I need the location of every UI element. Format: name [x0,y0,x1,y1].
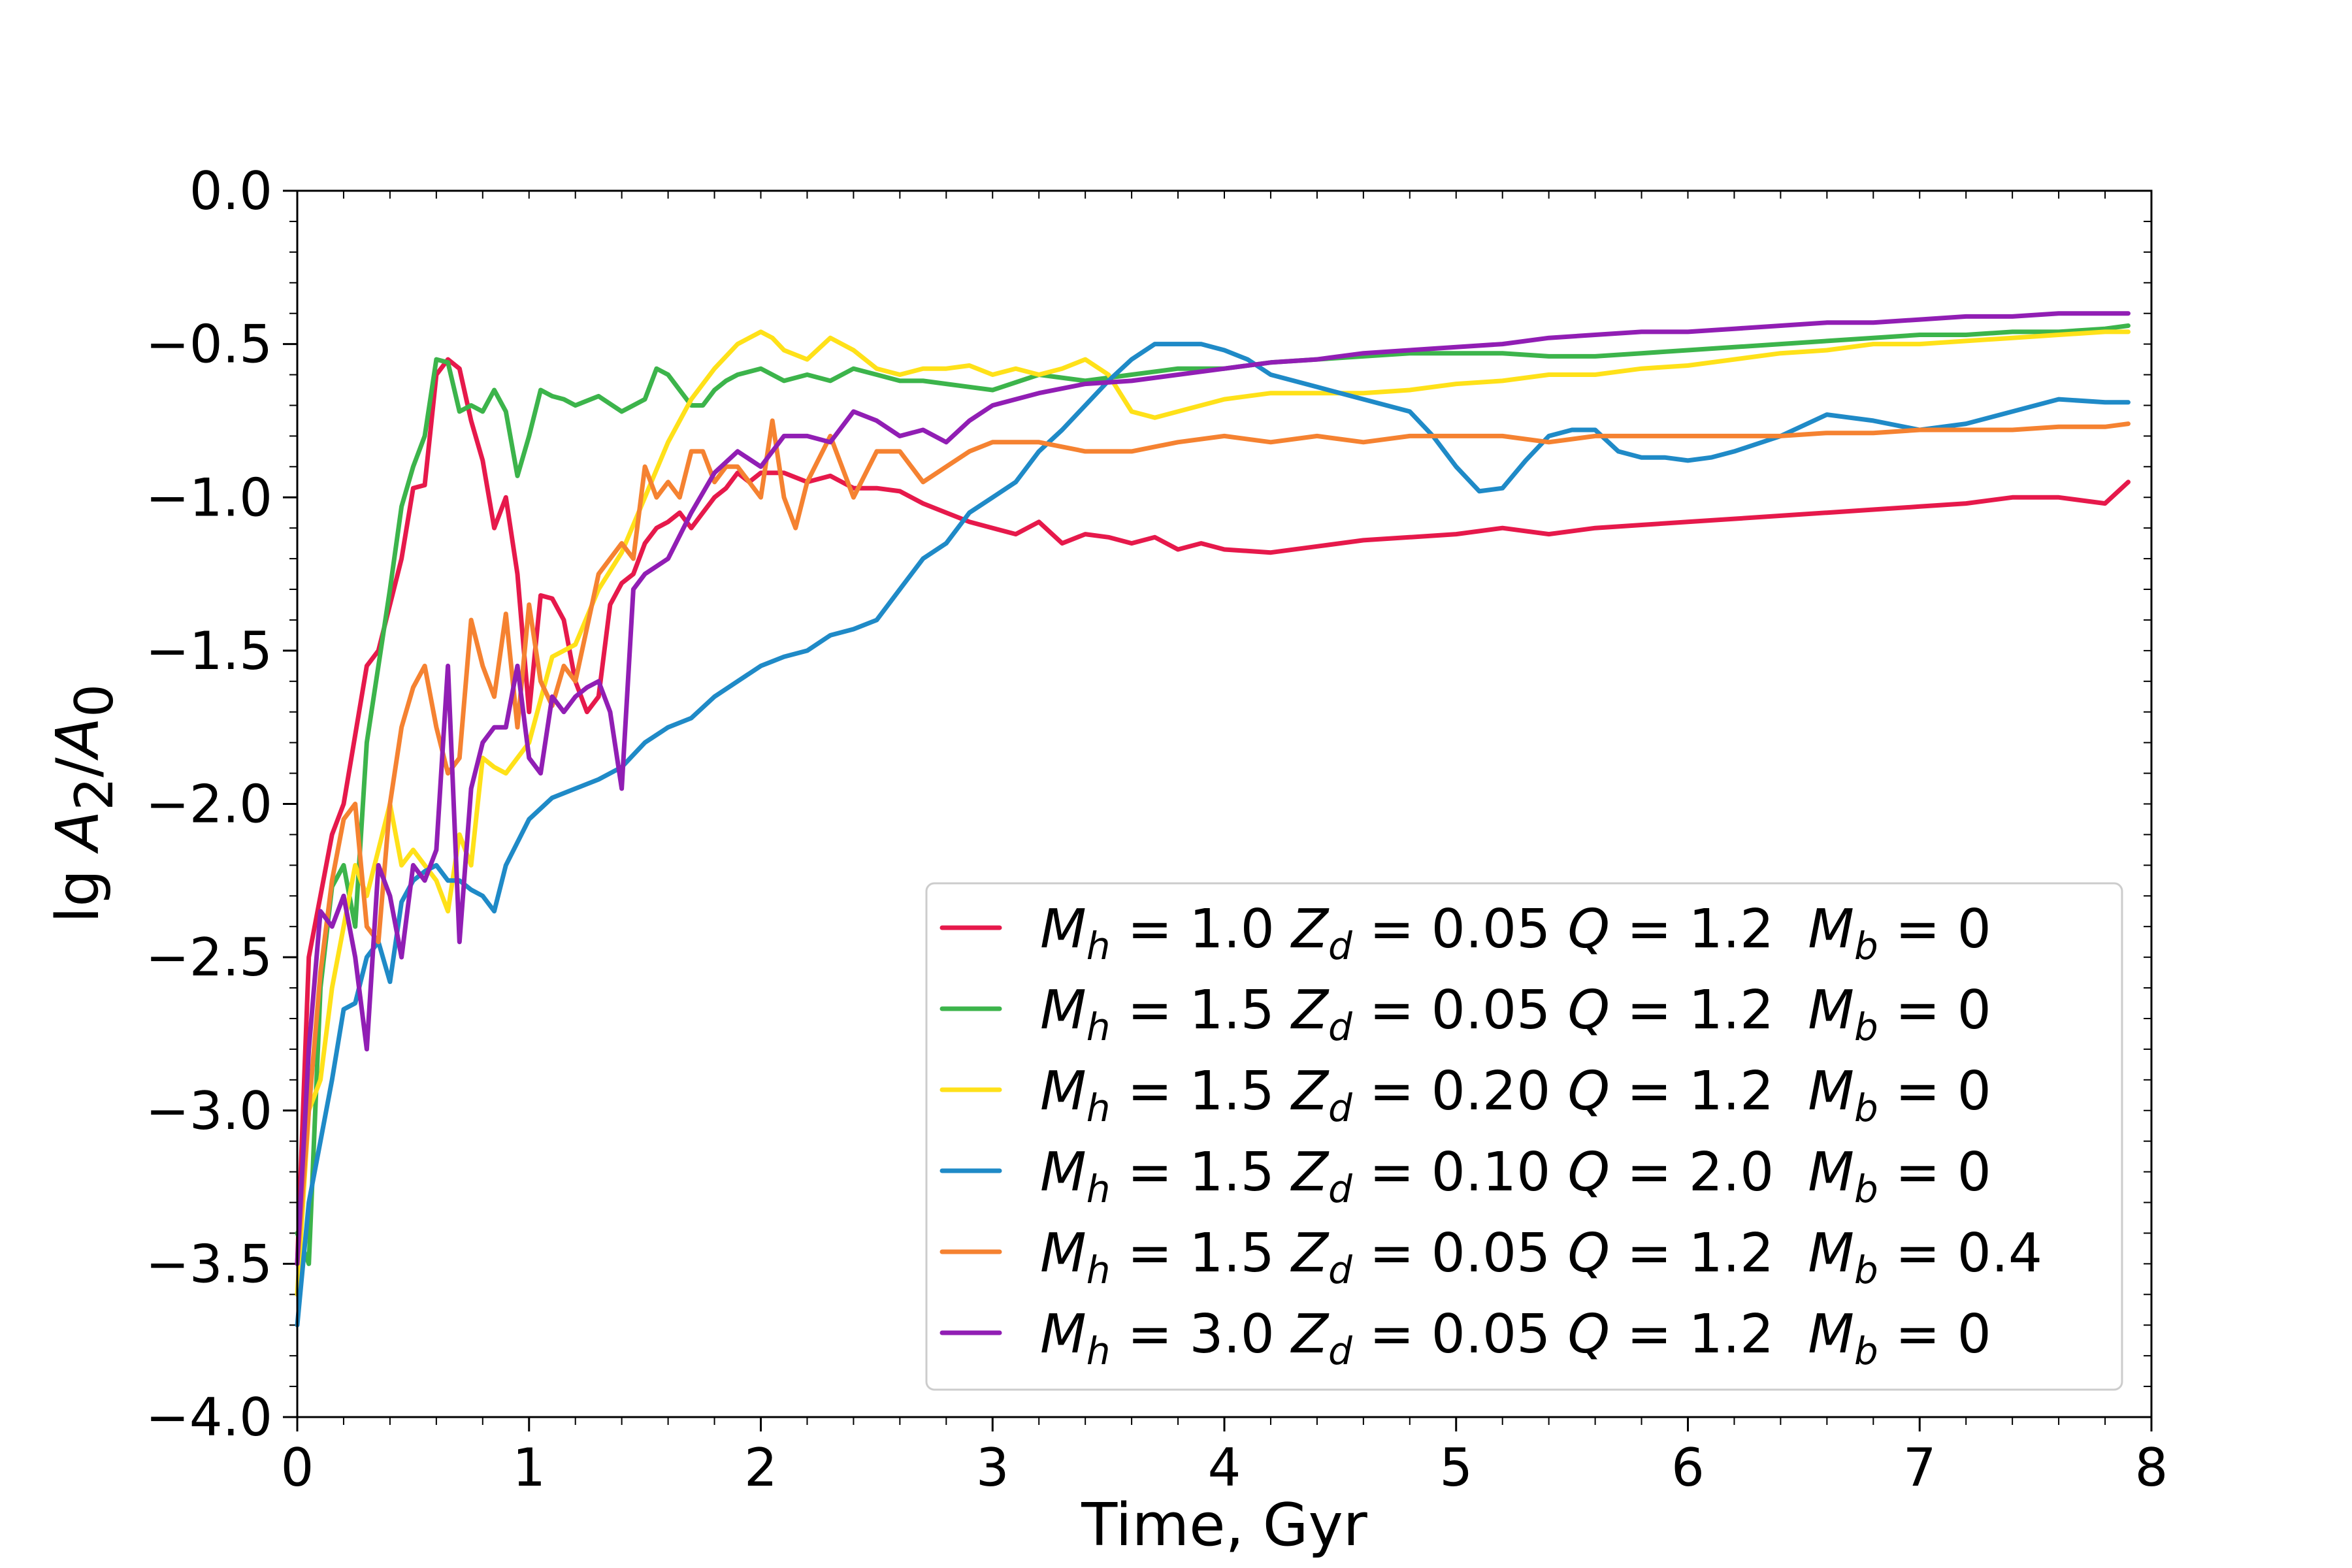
y-tick-label: −3.0 [146,1081,272,1141]
plot-frame [296,189,2153,1418]
x-tick-label: 3 [976,1437,1009,1498]
legend-label: Mh = 1.5 Zd = 0.20 Q = 1.2 Mb = 0 [1040,1060,1991,1130]
series-line-6 [295,311,2131,1266]
series-line-2 [295,323,2131,1266]
series-group [295,311,2131,1328]
y-tick-label: −2.5 [146,927,272,988]
legend-entry: Mh = 1.5 Zd = 0.20 Q = 1.2 Mb = 0 [939,1060,1991,1130]
legend-label: Mh = 1.0 Zd = 0.05 Q = 1.2 Mb = 0 [1040,898,1991,968]
y-axis-label-a: A [44,811,112,855]
series-line-4 [295,342,2131,1328]
y-tick-label: −1.0 [146,467,272,528]
y-axis-label: lg A2/A0 [44,684,125,923]
legend: Mh = 1.0 Zd = 0.05 Q = 1.2 Mb = 0 Mh = 1.… [925,882,2123,1391]
svg-text:lg A2/A0: lg A2/A0 [44,684,125,923]
x-tick-label: 1 [512,1437,546,1498]
y-tick-label: −1.5 [146,621,272,681]
legend-label: Mh = 1.5 Zd = 0.10 Q = 2.0 Mb = 0 [1040,1141,1991,1211]
legend-entry: Mh = 1.5 Zd = 0.05 Q = 1.2 Mb = 0.4 [939,1222,2042,1292]
series-line-3 [295,329,2131,1297]
tick-labels: 0 1 2 3 4 5 6 7 8 0.0 −0.5 −1.0 −1.5 −2.0 −2.5 −3.0 −3.5… [146,161,2168,1498]
major-ticks [283,189,2153,1431]
series-line-5 [295,418,2131,1266]
y-tick-label: −3.5 [146,1233,272,1294]
x-tick-label: 5 [1439,1437,1473,1498]
y-axis-label-slash: / [44,757,112,777]
y-tick-label: 0.0 [189,161,272,221]
y-axis-label-sub0: 0 [64,684,125,717]
legend-entry: Mh = 1.5 Zd = 0.05 Q = 1.2 Mb = 0 [939,979,1991,1049]
legend-entry: Mh = 1.0 Zd = 0.05 Q = 1.2 Mb = 0 [939,898,1991,968]
y-tick-label: −4.0 [146,1387,272,1448]
x-tick-label: 8 [2135,1437,2168,1498]
minor-ticks [289,190,2152,1425]
legend-label: Mh = 1.5 Zd = 0.05 Q = 1.2 Mb = 0 [1040,979,1991,1049]
legend-entries: Mh = 1.0 Zd = 0.05 Q = 1.2 Mb = 0 Mh = 1.… [939,898,2042,1373]
legend-entry: Mh = 1.5 Zd = 0.10 Q = 2.0 Mb = 0 [939,1141,1991,1211]
y-axis-label-sub2: 2 [64,777,125,811]
x-tick-label: 4 [1208,1437,1241,1498]
legend-entry: Mh = 3.0 Zd = 0.05 Q = 1.2 Mb = 0 [939,1303,1991,1373]
x-tick-label: 0 [281,1437,314,1498]
x-tick-label: 6 [1671,1437,1705,1498]
x-axis-label: Time, Gyr [1081,1491,1367,1560]
legend-label: Mh = 1.5 Zd = 0.05 Q = 1.2 Mb = 0.4 [1040,1222,2042,1292]
series-line-1 [295,357,2131,1266]
y-axis-label-a0: A [44,717,112,761]
x-tick-label: 7 [1903,1437,1936,1498]
y-tick-label: −2.0 [146,774,272,835]
x-tick-label: 2 [744,1437,777,1498]
y-axis-label-lg: lg [44,851,112,923]
legend-box [925,882,2123,1391]
y-tick-label: −0.5 [146,314,272,375]
legend-label: Mh = 3.0 Zd = 0.05 Q = 1.2 Mb = 0 [1040,1303,1991,1373]
